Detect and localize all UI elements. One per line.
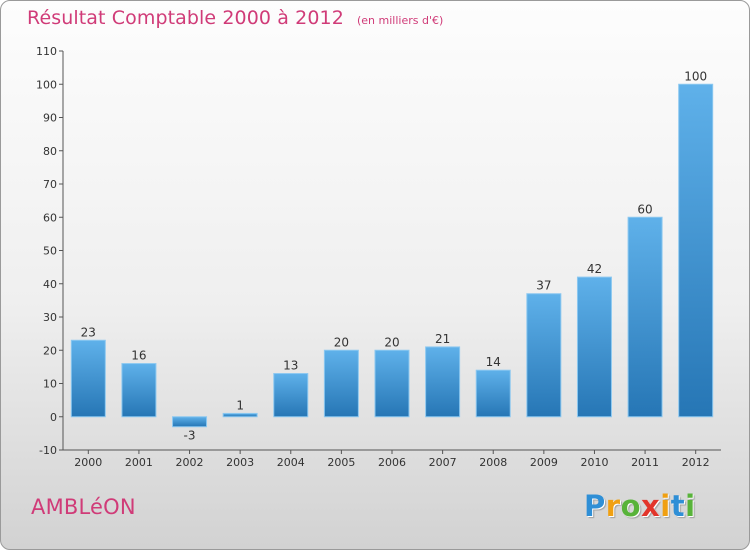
logo-letter: i xyxy=(660,489,671,523)
value-label-2006: 20 xyxy=(384,335,399,349)
logo-letter: P xyxy=(584,489,606,523)
y-tick-label: 70 xyxy=(43,178,57,191)
x-tick-label-2008: 2008 xyxy=(479,456,507,469)
logo-letter: x xyxy=(641,489,661,523)
x-tick-label-2012: 2012 xyxy=(682,456,710,469)
value-label-2012: 100 xyxy=(684,69,707,83)
value-label-2010: 42 xyxy=(587,262,602,276)
value-label-2001: 16 xyxy=(131,349,146,363)
bar-2010 xyxy=(576,276,612,418)
chart-value-labels: 23 16 -3 1 13 20 20 21 14 37 42 60 100 xyxy=(81,69,707,442)
chart-title: Résultat Comptable 2000 à 2012 xyxy=(27,7,344,29)
bar-2012 xyxy=(678,83,714,418)
bar-2006 xyxy=(374,349,410,418)
chart-bars xyxy=(70,83,714,428)
y-tick-label: 80 xyxy=(43,145,57,158)
x-tick-label-2000: 2000 xyxy=(74,456,102,469)
logo-letter: i xyxy=(685,489,696,523)
logo-letter: t xyxy=(670,489,686,523)
value-label-2000: 23 xyxy=(81,325,96,339)
value-label-2002: -3 xyxy=(184,429,196,443)
bar-2004 xyxy=(273,373,309,418)
bar-2001 xyxy=(121,363,157,418)
value-label-2007: 21 xyxy=(435,332,450,346)
y-tick-label: 40 xyxy=(43,278,57,291)
bar-2007 xyxy=(425,346,461,418)
logo-letter: r xyxy=(605,489,621,523)
y-tick-label: 30 xyxy=(43,311,57,324)
logo-letter: o xyxy=(620,489,642,523)
bar-2008 xyxy=(475,369,511,418)
y-tick-label: 90 xyxy=(43,112,57,125)
value-label-2008: 14 xyxy=(486,355,501,369)
x-tick-label-2010: 2010 xyxy=(580,456,608,469)
x-tick-label-2007: 2007 xyxy=(429,456,457,469)
x-tick-label-2004: 2004 xyxy=(277,456,305,469)
proxiti-logo: Proxiti xyxy=(584,489,696,523)
y-tick-label: 110 xyxy=(36,45,57,58)
x-tick-label-2006: 2006 xyxy=(378,456,406,469)
y-tick-label: 10 xyxy=(43,378,57,391)
x-tick-label-2003: 2003 xyxy=(226,456,254,469)
value-label-2011: 60 xyxy=(637,202,652,216)
x-tick-label-2002: 2002 xyxy=(176,456,204,469)
y-tick-label: 100 xyxy=(36,78,57,91)
bar-2000 xyxy=(70,339,106,418)
x-tick-label-2001: 2001 xyxy=(125,456,153,469)
value-label-2009: 37 xyxy=(536,279,551,293)
chart-subtitle: (en milliers d'€) xyxy=(356,14,444,27)
x-tick-label-2005: 2005 xyxy=(327,456,355,469)
y-tick-label: -10 xyxy=(39,444,57,457)
x-tick-label-2011: 2011 xyxy=(631,456,659,469)
chart-title-block: Résultat Comptable 2000 à 2012 (en milli… xyxy=(27,7,443,29)
y-tick-label: 20 xyxy=(43,344,57,357)
bar-2003 xyxy=(222,412,258,418)
town-name: AMBLéON xyxy=(31,495,136,519)
bar-2011 xyxy=(627,216,663,418)
chart-axes: -10 0 10 20 30 40 50 60 70 80 90 100 110 2000 2001 2002… xyxy=(36,45,721,469)
bar-2005 xyxy=(323,349,359,418)
y-tick-label: 60 xyxy=(43,211,57,224)
bar-2002 xyxy=(172,416,208,428)
x-tick-label-2009: 2009 xyxy=(530,456,558,469)
y-tick-label: 50 xyxy=(43,245,57,258)
y-tick-label: 0 xyxy=(50,411,57,424)
bar-2009 xyxy=(526,293,562,418)
value-label-2003: 1 xyxy=(236,398,244,412)
value-label-2004: 13 xyxy=(283,359,298,373)
value-label-2005: 20 xyxy=(334,335,349,349)
